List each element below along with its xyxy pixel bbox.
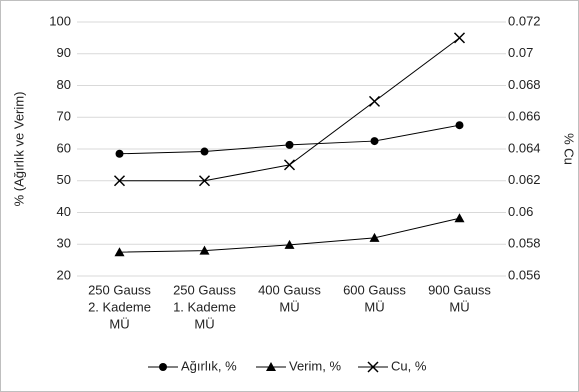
point bbox=[199, 245, 210, 255]
y-tick-label: 90 bbox=[57, 45, 71, 60]
point bbox=[115, 149, 124, 158]
point bbox=[285, 140, 294, 149]
x-tick-label: 400 Gauss bbox=[258, 282, 321, 297]
y-tick-label: 20 bbox=[57, 267, 71, 282]
point bbox=[455, 121, 464, 130]
legend-label: Ağırlık, % bbox=[181, 358, 237, 373]
y-tick-label: 60 bbox=[57, 140, 71, 155]
legend-marker bbox=[367, 361, 379, 373]
legend-marker bbox=[159, 363, 167, 371]
y-tick-label: 50 bbox=[57, 172, 71, 187]
x-tick-label: MÜ bbox=[194, 316, 214, 331]
point bbox=[454, 213, 465, 223]
y2-tick-label: 0.07 bbox=[508, 45, 533, 60]
x-tick-label: MÜ bbox=[364, 299, 384, 314]
y2-axis-title: % Cu bbox=[562, 133, 577, 165]
y2-tick-label: 0.06 bbox=[508, 204, 533, 219]
y2-tick-label: 0.066 bbox=[508, 109, 541, 124]
y-tick-label: 30 bbox=[57, 236, 71, 251]
y-tick-label: 80 bbox=[57, 77, 71, 92]
y-tick-label: 40 bbox=[57, 204, 71, 219]
point bbox=[283, 159, 296, 171]
legend-label: Cu, % bbox=[391, 358, 427, 373]
y2-tick-label: 0.072 bbox=[508, 13, 541, 28]
legend-label: Verim, % bbox=[289, 358, 341, 373]
x-tick-label: 900 Gauss bbox=[428, 282, 491, 297]
point bbox=[113, 175, 126, 187]
y2-tick-label: 0.058 bbox=[508, 236, 541, 251]
x-tick-label: MÜ bbox=[449, 299, 469, 314]
y2-tick-label: 0.056 bbox=[508, 267, 541, 282]
point bbox=[368, 95, 381, 107]
x-tick-label: 250 Gauss bbox=[173, 282, 236, 297]
x-tick-label: 1. Kademe bbox=[173, 299, 236, 314]
legend-marker bbox=[266, 362, 276, 371]
y2-tick-label: 0.064 bbox=[508, 140, 541, 155]
point bbox=[114, 247, 125, 257]
y2-tick-label: 0.068 bbox=[508, 77, 541, 92]
point bbox=[369, 232, 380, 242]
x-tick-label: 2. Kademe bbox=[88, 299, 151, 314]
point bbox=[370, 137, 379, 146]
y2-tick-label: 0.062 bbox=[508, 172, 541, 187]
y-tick-label: 100 bbox=[49, 13, 71, 28]
x-tick-label: 250 Gauss bbox=[88, 282, 151, 297]
x-tick-label: MÜ bbox=[279, 299, 299, 314]
point bbox=[453, 32, 466, 44]
y-tick-label: 70 bbox=[57, 109, 71, 124]
point bbox=[198, 175, 211, 187]
x-tick-label: 600 Gauss bbox=[343, 282, 406, 297]
point bbox=[284, 239, 295, 249]
x-tick-label: MÜ bbox=[109, 316, 129, 331]
point bbox=[200, 147, 209, 156]
y-axis-title: % (Ağırlık ve Verim) bbox=[11, 92, 26, 207]
